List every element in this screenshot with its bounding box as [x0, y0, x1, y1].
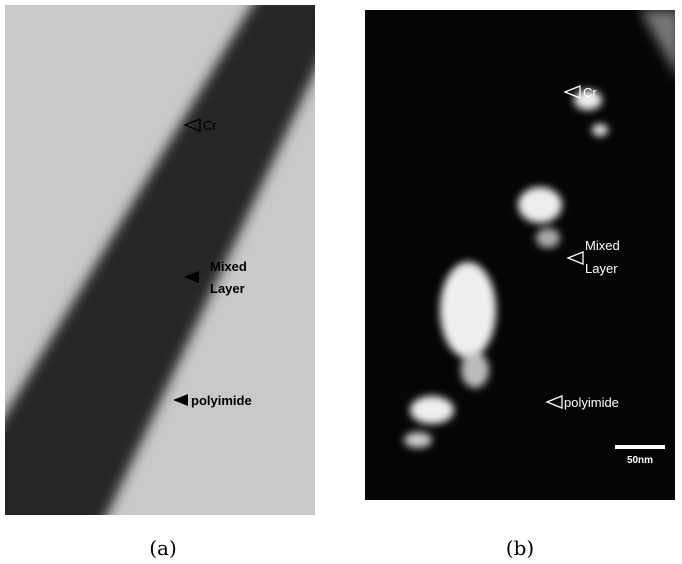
scale-bar-label: 50nm	[627, 455, 653, 466]
label: Layer	[210, 281, 245, 296]
label: Mixed	[210, 259, 247, 274]
label: polyimide	[564, 395, 619, 410]
label: polyimide	[191, 393, 252, 408]
background	[365, 10, 675, 500]
caption: (a)	[149, 536, 177, 560]
panel-b: Cr Mixed Layer polyimide 50nm	[365, 10, 680, 500]
figure: Cr Mixed Layer polyimide (a) Cr Mixed La…	[0, 0, 682, 564]
label: Mixed	[585, 238, 620, 253]
label: Cr	[203, 118, 217, 133]
label: Layer	[585, 261, 618, 276]
panel-a: Cr Mixed Layer polyimide	[0, 0, 330, 530]
label: Cr	[583, 85, 597, 100]
caption: (b)	[506, 536, 534, 560]
